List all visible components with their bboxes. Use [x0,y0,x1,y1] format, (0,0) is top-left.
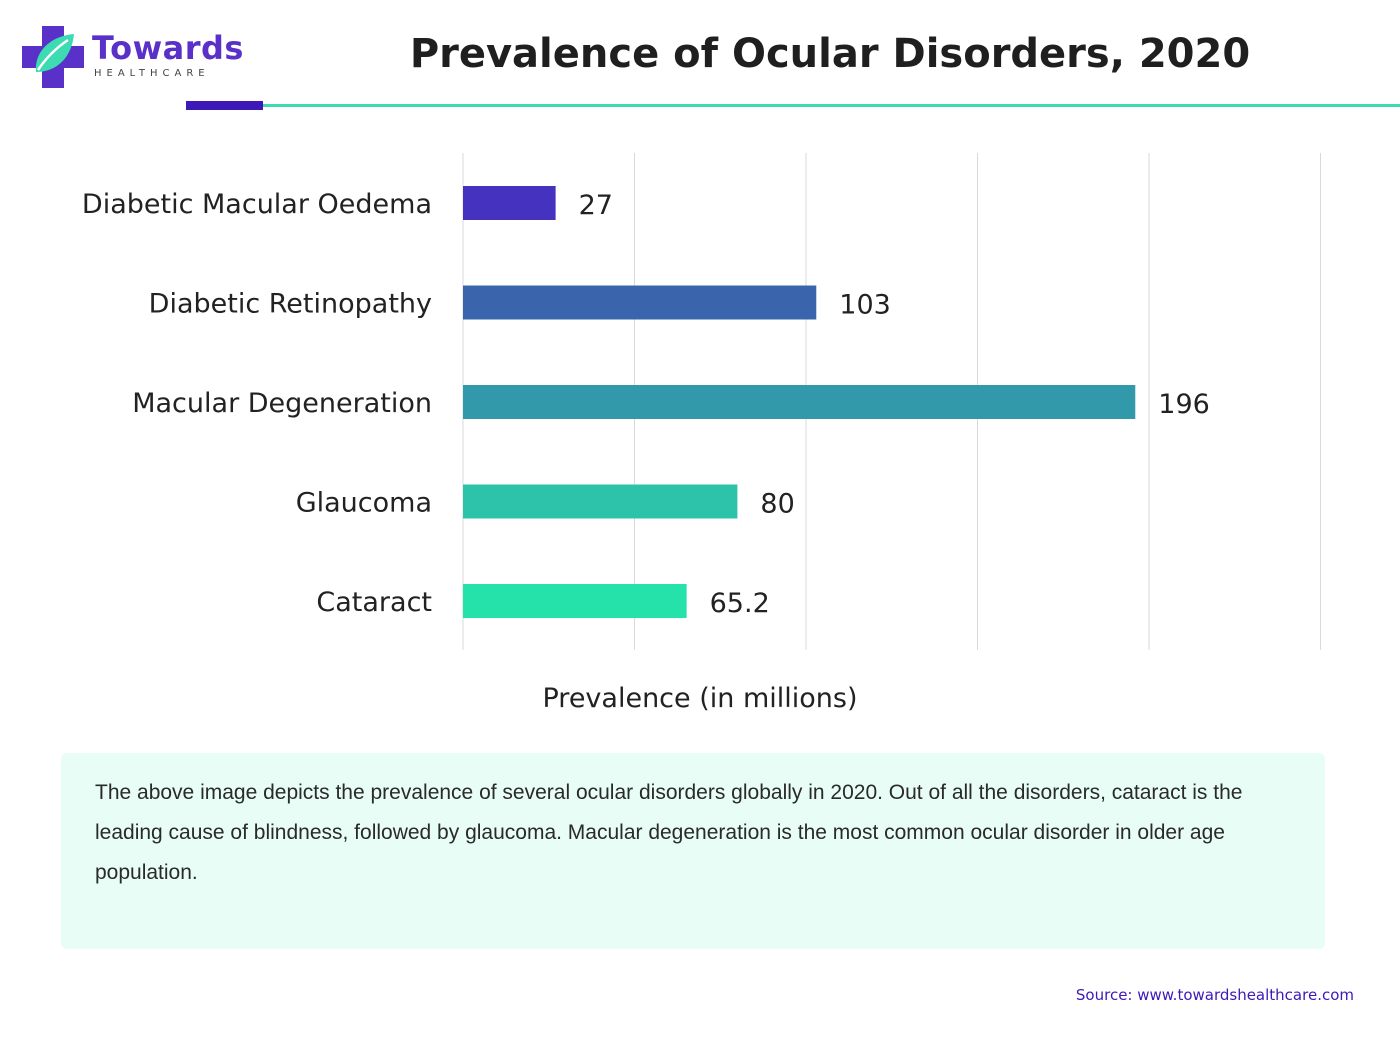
header-rule-accent [186,101,263,110]
bar-macular-degeneration [463,385,1136,419]
header-rule [263,104,1400,107]
chart-category-labels: Diabetic Macular Oedema Diabetic Retinopa… [82,189,432,618]
value-label-macular-degeneration: 196 [1158,389,1210,420]
value-label-cataract: 65.2 [710,588,770,619]
value-label-diabetic-macular-oedema: 27 [579,190,613,221]
bar-glaucoma [463,484,738,519]
category-label-diabetic-macular-oedema: Diabetic Macular Oedema [82,189,432,220]
bar-diabetic-macular-oedema [463,186,556,220]
category-label-macular-degeneration: Macular Degeneration [132,388,432,419]
category-label-cataract: Cataract [316,587,432,618]
brand-logo: Towards HEALTHCARE [22,26,252,88]
category-label-diabetic-retinopathy: Diabetic Retinopathy [149,289,432,320]
value-label-diabetic-retinopathy: 103 [839,290,891,321]
category-label-glaucoma: Glaucoma [296,488,432,519]
page-title: Prevalence of Ocular Disorders, 2020 [409,31,1251,77]
bar-chart: Diabetic Macular Oedema Diabetic Retinopa… [82,153,1321,714]
bar-cataract [463,584,687,618]
value-label-glaucoma: 80 [760,489,794,520]
chart-bars [463,186,1136,618]
description-text: The above image depicts the prevalence o… [95,781,1243,884]
description-panel: The above image depicts the prevalence o… [61,753,1325,949]
brand-name: Towards [92,29,244,67]
source-credit: Source: www.towardshealthcare.com [1075,986,1354,1004]
x-axis-label: Prevalence (in millions) [543,683,858,714]
healthcare-cross-icon [22,26,84,88]
chart-value-labels: 27 103 196 80 65.2 [579,190,1210,619]
bar-diabetic-retinopathy [463,285,817,320]
brand-subtitle: HEALTHCARE [94,68,210,79]
